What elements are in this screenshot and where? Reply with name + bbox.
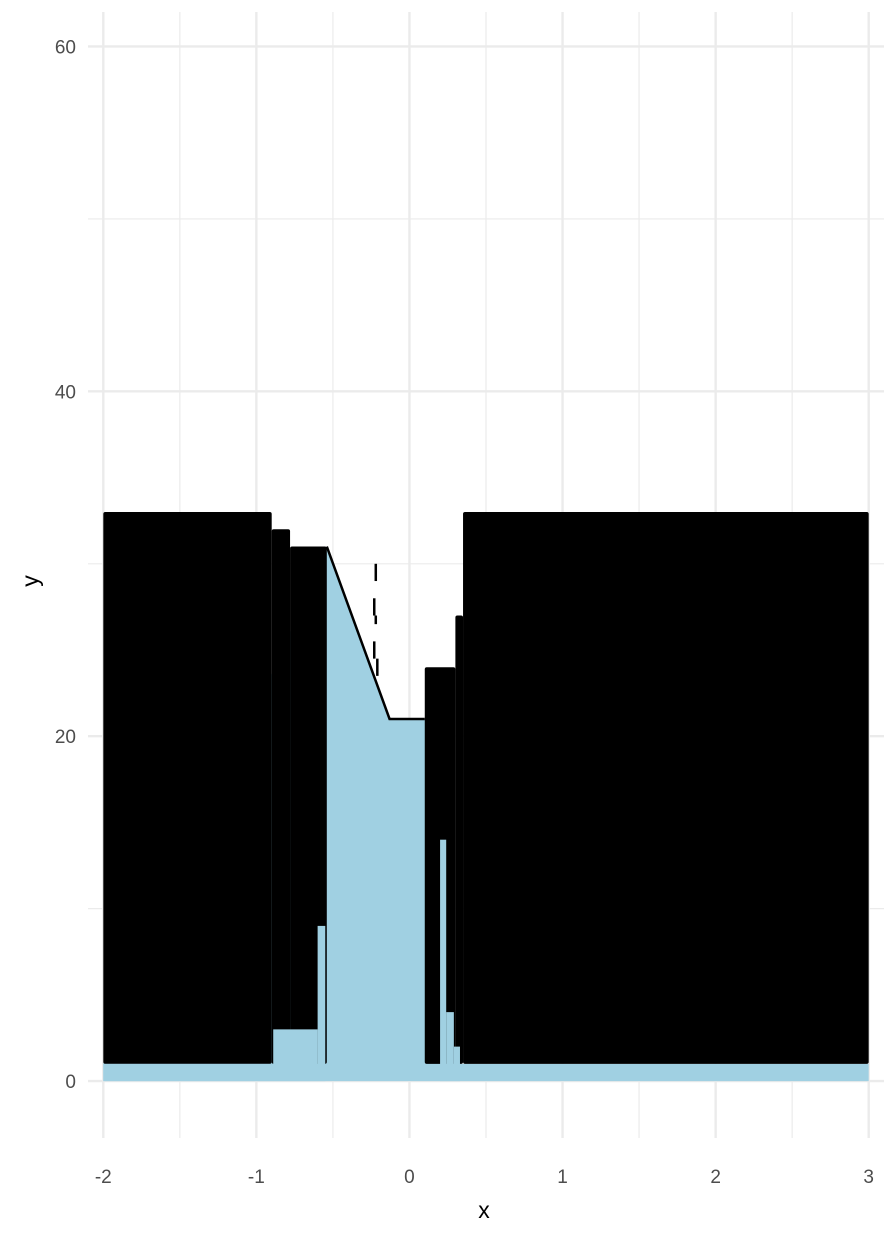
bar [103,512,272,1064]
area-cutout [317,925,326,1082]
area-cutout [453,1046,460,1082]
series-line [325,546,425,721]
x-tick-label: -2 [95,1167,112,1188]
x-tick-label: 2 [710,1167,721,1188]
x-axis-title: x [478,1197,490,1223]
bar [455,615,464,1064]
bar [290,546,327,1064]
bar [271,529,291,1064]
y-axis-title: y [17,575,43,587]
plot-bars [103,512,869,1082]
bar [424,667,456,1064]
area-cutout [440,839,447,1082]
area-cutout [446,1012,454,1082]
x-tick-label: 0 [404,1167,415,1188]
x-tick-label: 3 [863,1167,874,1188]
area-cutout [273,1029,318,1082]
x-tick-label: 1 [557,1167,568,1188]
y-tick-labels: 0 20 40 60 [55,37,76,1093]
y-tick-label: 0 [65,1072,76,1093]
y-tick-label: 20 [55,727,76,748]
x-tick-label: -1 [248,1167,265,1188]
y-tick-label: 60 [55,37,76,58]
y-tick-label: 40 [55,382,76,403]
x-tick-labels: -2 -1 0 1 2 3 [95,1167,874,1188]
plot-lines [325,546,425,721]
area-cutout [103,1063,274,1082]
bar [463,512,869,1064]
